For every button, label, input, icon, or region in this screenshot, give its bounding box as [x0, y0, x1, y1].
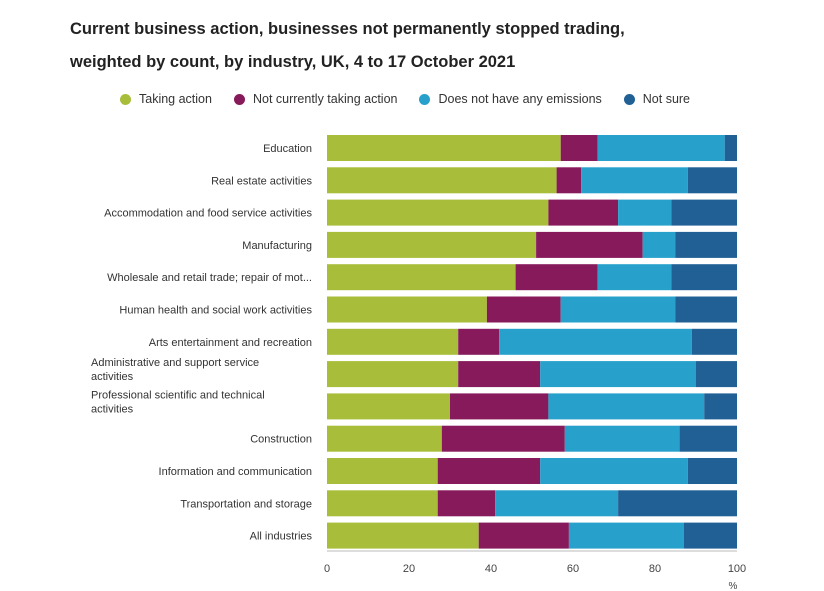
bar-segment	[495, 490, 619, 517]
chart-title-line-2: weighted by count, by industry, UK, 4 to…	[70, 53, 516, 71]
bar-segment	[687, 458, 737, 484]
bar-segment	[458, 361, 541, 388]
bar-segment	[618, 199, 672, 226]
x-tick-label: 60	[567, 563, 579, 575]
bar-segment	[560, 296, 676, 323]
chart-title-line-1: Current business action, businesses not …	[70, 20, 625, 38]
bar-segment	[642, 231, 676, 258]
bar-segment	[327, 393, 450, 420]
bar-segment	[696, 361, 737, 388]
bar-segment	[568, 522, 684, 549]
bar-segment	[683, 522, 737, 549]
bar-segment	[597, 264, 672, 291]
bar-segment	[478, 522, 569, 549]
category-label: Construction	[250, 434, 312, 446]
bar-segment	[704, 393, 737, 420]
x-tick-label: 20	[403, 563, 415, 575]
category-label: Arts entertainment and recreation	[149, 337, 312, 349]
chart-legend: Taking action Not currently taking action…	[120, 92, 712, 106]
bar-segment	[540, 458, 688, 484]
bar-segment	[327, 135, 561, 161]
x-tick-label: 80	[649, 563, 661, 575]
legend-label: Not currently taking action	[252, 92, 398, 106]
bar-segment	[564, 425, 680, 452]
bar-segment	[675, 296, 737, 323]
bar-segment	[327, 425, 442, 452]
bar-segment	[687, 167, 737, 194]
category-label: Wholesale and retail trade; repair of mo…	[107, 272, 312, 284]
bar-segment	[327, 167, 557, 194]
legend-item: Does not have any emissions	[419, 92, 602, 106]
category-label: Education	[263, 143, 312, 155]
category-label: Transportation and storage	[180, 498, 312, 510]
bar-segment	[675, 231, 737, 258]
category-label: activities	[91, 371, 134, 383]
category-label: Manufacturing	[242, 240, 312, 252]
bar-segment	[540, 361, 696, 388]
legend-label: Not sure	[642, 92, 691, 106]
legend-swatch	[419, 93, 431, 105]
bar-segment	[437, 458, 541, 484]
legend-label: Taking action	[139, 92, 212, 106]
category-label: Administrative and support service	[91, 357, 259, 369]
bar-segment	[560, 135, 598, 161]
x-tick-label: 40	[485, 563, 497, 575]
bar-segment	[548, 199, 619, 226]
bar-segment	[327, 296, 487, 323]
bar-segment	[724, 135, 737, 161]
bar-segment	[581, 167, 688, 194]
bar-segment	[597, 135, 725, 161]
category-label: Professional scientific and technical	[91, 389, 265, 401]
bar-segment	[441, 425, 565, 452]
bar-segment	[679, 425, 737, 452]
bar-segment	[671, 199, 737, 226]
bar-segment	[556, 167, 582, 194]
bar-segment	[450, 393, 549, 420]
bar-segment	[327, 199, 549, 226]
category-label: Information and communication	[159, 466, 312, 478]
category-label: Real estate activities	[211, 175, 312, 187]
legend-item: Not sure	[623, 92, 691, 106]
legend-swatch	[233, 93, 245, 105]
category-label: Accommodation and food service activitie…	[104, 208, 312, 220]
bar-segment	[327, 490, 438, 517]
bar-segment	[536, 231, 643, 258]
bar-segment	[327, 361, 459, 388]
bar-segment	[548, 393, 705, 420]
legend-item: Not currently taking action	[233, 92, 398, 106]
bar-segment	[499, 328, 692, 355]
category-label: activities	[91, 403, 134, 415]
legend-item: Taking action	[120, 92, 212, 106]
bar-segment	[618, 490, 737, 517]
bar-segment	[327, 264, 516, 291]
bar-segment	[515, 264, 598, 291]
category-label: Human health and social work activities	[119, 305, 312, 317]
bar-segment	[691, 328, 737, 355]
bar-segment	[327, 522, 479, 549]
x-axis-label: %	[729, 581, 738, 591]
category-label: All industries	[250, 531, 313, 543]
bar-segment	[671, 264, 737, 291]
legend-label: Does not have any emissions	[438, 92, 602, 106]
x-tick-label: 0	[324, 563, 330, 575]
bar-segment	[458, 328, 500, 355]
bar-segment	[486, 296, 561, 323]
legend-swatch	[120, 93, 131, 105]
bar-segment	[437, 490, 496, 517]
x-tick-label: 100	[728, 563, 746, 575]
bar-segment	[327, 458, 438, 484]
legend-swatch	[623, 93, 635, 105]
bar-segment	[327, 328, 459, 355]
bar-segment	[327, 231, 537, 258]
